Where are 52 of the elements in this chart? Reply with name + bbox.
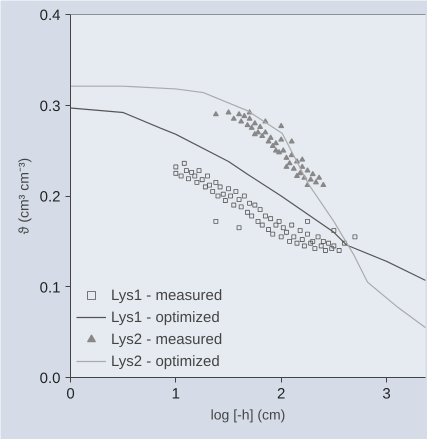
point	[238, 118, 244, 124]
point	[304, 167, 311, 173]
point	[252, 130, 258, 136]
point	[294, 172, 300, 178]
point	[246, 115, 253, 121]
point	[308, 176, 314, 182]
point	[241, 112, 248, 118]
point	[212, 110, 219, 116]
point	[226, 109, 232, 114]
point	[268, 134, 274, 140]
point	[262, 129, 268, 134]
point	[299, 164, 306, 169]
point	[259, 132, 266, 138]
point	[290, 165, 297, 171]
point	[316, 174, 322, 180]
y-tick-label: 0.3	[40, 98, 61, 115]
point	[299, 156, 306, 162]
point	[312, 179, 319, 184]
point	[286, 160, 293, 166]
point	[257, 124, 264, 129]
y-tick-label: 0.4	[40, 7, 61, 24]
point	[288, 138, 295, 144]
point	[280, 147, 286, 153]
y-tick-label: 0.1	[40, 279, 61, 296]
x-axis-title: log [-h] (cm)	[210, 406, 286, 422]
point	[244, 122, 250, 128]
point	[320, 182, 326, 188]
point	[230, 115, 237, 121]
point	[248, 124, 255, 130]
x-tick-label: 1	[172, 386, 180, 402]
point	[278, 136, 284, 142]
legend-label: Lys2 - measured	[111, 330, 222, 348]
point	[310, 170, 316, 176]
y-tick-label: 0.2	[40, 188, 61, 206]
legend-label: Lys1 - measured	[111, 286, 222, 304]
x-tick-label: 3	[382, 386, 391, 402]
point	[283, 164, 290, 169]
legend-label: Lys1 - optimized	[111, 308, 220, 326]
point	[236, 110, 242, 116]
point	[283, 154, 290, 160]
point	[266, 138, 272, 144]
y-axis-title: ϑ (cm³ cm⁻³)	[16, 158, 32, 234]
point	[278, 122, 284, 128]
y-tick-label: 0.0	[40, 370, 61, 387]
line-series	[70, 86, 426, 328]
point	[297, 170, 304, 176]
point	[252, 120, 258, 126]
line-series	[70, 107, 426, 281]
point	[270, 142, 276, 148]
legend-label: Lys2 - optimized	[111, 352, 220, 370]
x-tick-label: 0	[66, 386, 75, 402]
x-tick-label: 2	[277, 386, 286, 402]
